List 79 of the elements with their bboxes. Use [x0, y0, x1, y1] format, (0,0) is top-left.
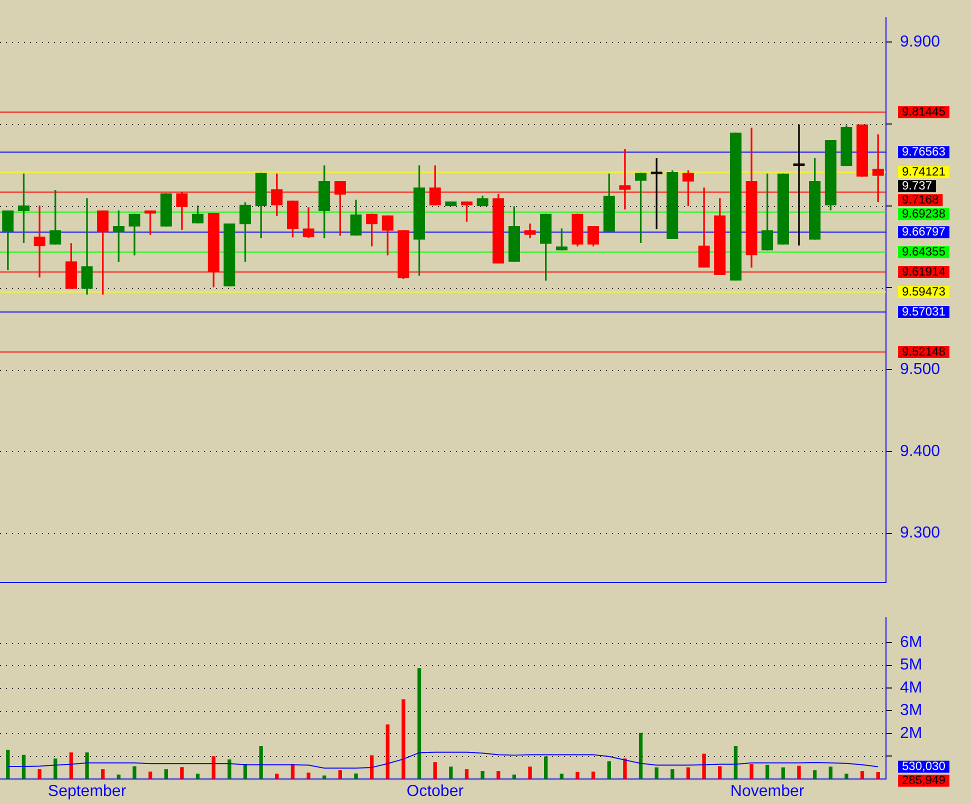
ref-line-label: 9.66797: [902, 224, 946, 238]
bar: [259, 746, 263, 779]
candlestick: [81, 198, 93, 295]
bar: [844, 774, 848, 779]
bar: [370, 755, 374, 779]
bar: [54, 758, 58, 779]
x-tick-label: September: [48, 782, 127, 800]
bar: [607, 761, 611, 779]
bar: [797, 766, 801, 779]
bar: [449, 766, 453, 779]
ref-line-label: 9.64355: [902, 244, 946, 258]
text: 9.737: [902, 178, 932, 192]
bar: [544, 756, 548, 779]
bar: [38, 769, 42, 779]
bar: [275, 774, 279, 779]
bar: [512, 774, 516, 779]
bar: [101, 769, 105, 779]
bar: [702, 754, 706, 779]
ref-line-label: 9.52148: [902, 344, 946, 358]
ref-line-label: 9.57031: [902, 304, 946, 318]
y-tick-label: 4M: [900, 679, 922, 696]
bar: [828, 766, 832, 779]
y-tick-label: 2M: [900, 724, 922, 742]
bar: [496, 770, 500, 779]
text: 530,030: [902, 759, 946, 774]
bar: [812, 770, 817, 779]
bar: [781, 767, 785, 779]
bar: [623, 758, 627, 779]
bar: [734, 746, 738, 779]
bar: [22, 754, 26, 779]
bar: [386, 724, 390, 779]
y-tick-label: 9.500: [900, 360, 940, 378]
bar: [180, 767, 184, 779]
x-tick-label: November: [730, 782, 805, 800]
bar: [164, 769, 168, 779]
ref-line-label: 9.81445: [902, 104, 946, 118]
bar: [576, 772, 580, 779]
ref-line-label: 9.74121: [902, 164, 946, 178]
bar: [417, 668, 422, 779]
ref-line-label: 9.61914: [902, 264, 946, 278]
bar: [354, 773, 358, 779]
bar: [750, 764, 754, 779]
y-tick-label: 6M: [900, 634, 922, 651]
bar: [686, 767, 690, 779]
bar: [591, 772, 596, 779]
bar: [638, 732, 643, 779]
bar: [670, 769, 674, 779]
x-tick-label: October: [406, 782, 464, 800]
y-tick-label: 3M: [900, 702, 922, 720]
text: 285,949: [902, 773, 946, 788]
bar: [6, 750, 10, 779]
ref-line-label: 9.7168: [902, 192, 940, 206]
bar: [196, 774, 200, 779]
bar: [85, 752, 89, 779]
bar: [860, 770, 864, 779]
bar: [338, 770, 342, 779]
bar: [306, 772, 310, 779]
y-tick-label: 9.300: [900, 524, 940, 542]
bar: [132, 766, 136, 779]
bar: [766, 764, 770, 779]
ref-line-label: 9.69238: [902, 206, 946, 220]
bar: [464, 769, 469, 779]
bar: [654, 767, 658, 779]
bar: [148, 772, 152, 779]
bar: [402, 699, 406, 779]
bar: [116, 774, 120, 779]
ref-line-label: 9.59473: [902, 284, 946, 298]
bar: [560, 774, 564, 779]
bar: [480, 770, 484, 779]
ref-line-label: 9.76563: [902, 144, 946, 158]
bar: [212, 756, 216, 779]
y-tick-label: 9.900: [900, 34, 940, 51]
bar: [69, 752, 74, 779]
bar: [433, 762, 437, 779]
y-tick-label: 9.400: [900, 442, 940, 460]
bar: [528, 766, 532, 779]
bar: [876, 772, 880, 779]
y-tick-label: 5M: [900, 656, 922, 674]
bar: [718, 766, 722, 779]
